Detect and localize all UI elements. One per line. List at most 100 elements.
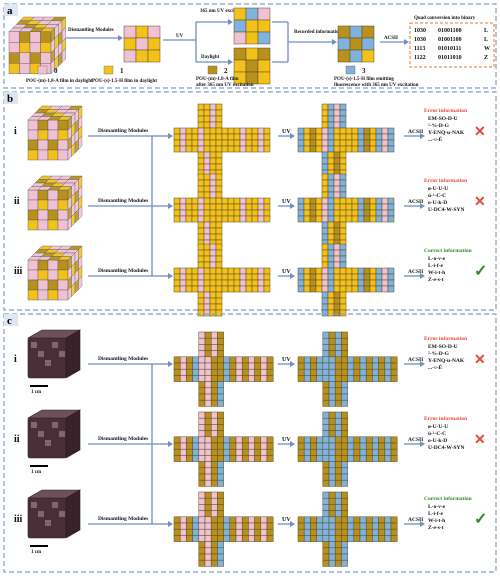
net-uv-cell [327, 297, 335, 305]
net-daylight-cell [217, 559, 224, 567]
net-uv-cell [387, 197, 395, 205]
cube-b-front-cell [27, 129, 39, 141]
net-uv-cell [363, 139, 371, 147]
net-daylight-cell [229, 442, 237, 450]
net-daylight-cell [204, 553, 212, 561]
net-uv-cell [303, 455, 311, 462]
net-uv-cell [375, 203, 383, 211]
net-uv-cell [333, 267, 341, 275]
net-uv-cell [387, 285, 395, 293]
row-dismantle-label: Dismantling Modules [98, 516, 148, 522]
row-acsii-arrow-head [420, 441, 425, 447]
cube-b [27, 105, 83, 161]
photo-cube-right [65, 489, 81, 539]
net-daylight-cell [257, 197, 265, 205]
net-daylight-cell [204, 411, 212, 419]
net-uv-cell [333, 273, 341, 281]
net-uv-cell [365, 368, 373, 376]
net-daylight-cell [204, 417, 212, 425]
net-daylight-cell [197, 249, 205, 257]
net-uv-cell [339, 285, 347, 293]
net-daylight-cell [197, 303, 205, 311]
net-daylight-cell [197, 255, 205, 263]
net-daylight-cell [263, 197, 271, 205]
net-uv-cell [372, 455, 379, 462]
net-uv-cell [365, 535, 373, 542]
net-uv-cell [334, 399, 342, 407]
scale-label: 1 cm [31, 390, 42, 395]
net-daylight-cell [260, 528, 268, 536]
net-daylight-cell [251, 197, 259, 205]
a-branch-bottom-head [228, 59, 233, 65]
net-daylight-cell [197, 279, 205, 287]
net-uv-cell [341, 356, 348, 364]
net-daylight-cell [197, 215, 205, 223]
cube-b-front-cell [57, 129, 69, 141]
net-uv-cell [334, 455, 342, 462]
cube-b-front-cell [47, 189, 59, 201]
net-uv-cell [321, 133, 329, 141]
panel-b-rows: i Dismantling Modules UV ACSII Error informa… [14, 103, 487, 317]
row-acsii-label: ACSII [408, 357, 423, 363]
net-daylight-cell [235, 535, 243, 542]
net-daylight-cell [203, 291, 211, 299]
net-uv-cell [297, 273, 305, 281]
net-uv-cell [327, 227, 335, 235]
net-daylight-cell [209, 191, 217, 199]
net-daylight-cell [233, 203, 241, 211]
row-uv-arrow-head [290, 203, 295, 209]
net-uv-cell [387, 127, 395, 135]
net-daylight-cell [245, 127, 253, 135]
net-daylight-cell [227, 209, 235, 217]
net-uv-cell [339, 173, 347, 181]
net-uv-cell [303, 516, 311, 524]
net-uv-cell [333, 255, 341, 263]
row-acsii-arrow-head [420, 361, 425, 367]
net-daylight-cell [210, 528, 218, 536]
net-daylight-cell [198, 411, 206, 419]
row-dismantle-label: Dismantling Modules [98, 198, 148, 204]
net-daylight-cell [210, 387, 218, 395]
net-daylight-cell [204, 535, 212, 542]
net-uv-cell [369, 127, 377, 135]
net-daylight-cell [235, 356, 243, 364]
net-uv-cell [322, 479, 330, 487]
net-uv-cell [334, 504, 342, 511]
net-daylight-cell [254, 522, 262, 530]
net-daylight-cell [203, 121, 211, 129]
net-uv-cell [334, 559, 342, 567]
net-uv-cell [341, 448, 348, 456]
net-uv-cell [333, 215, 341, 223]
row-uv-label: UV [282, 437, 291, 443]
net-daylight-cell [266, 455, 274, 462]
row-result-line: Z-e-s-t [428, 525, 444, 531]
net-uv-cell [333, 151, 341, 159]
net-daylight-cell [266, 535, 274, 542]
net-daylight-cell [266, 516, 274, 524]
a-grid4-cell [349, 49, 363, 63]
photo-cube-patch [45, 440, 51, 446]
net-daylight-cell [198, 375, 206, 382]
row-dismantle-label: Dismantling Modules [98, 436, 148, 442]
net-uv-cell [316, 442, 324, 450]
net-daylight-cell [251, 285, 259, 293]
net-daylight-cell [197, 267, 205, 275]
net-daylight-cell [204, 541, 212, 549]
net-daylight-cell [203, 279, 211, 287]
net-uv-cell [345, 139, 353, 147]
net-uv-cell [339, 133, 347, 141]
cube-b-front-cell [57, 289, 69, 301]
net-daylight-cell [235, 522, 243, 530]
net-uv-cell [297, 127, 305, 135]
net-uv-cell [334, 528, 342, 536]
net-uv-cell [310, 455, 317, 462]
net-uv-cell [327, 197, 335, 205]
net-daylight-cell [215, 109, 223, 117]
net-uv-cell [341, 479, 348, 487]
net-uv-cell [303, 535, 311, 542]
net-uv-cell [369, 273, 377, 281]
net-daylight-cell [263, 133, 271, 141]
net-daylight-cell [179, 145, 187, 153]
net-daylight-cell [221, 285, 229, 293]
row-uv-arrow-head [290, 273, 295, 279]
